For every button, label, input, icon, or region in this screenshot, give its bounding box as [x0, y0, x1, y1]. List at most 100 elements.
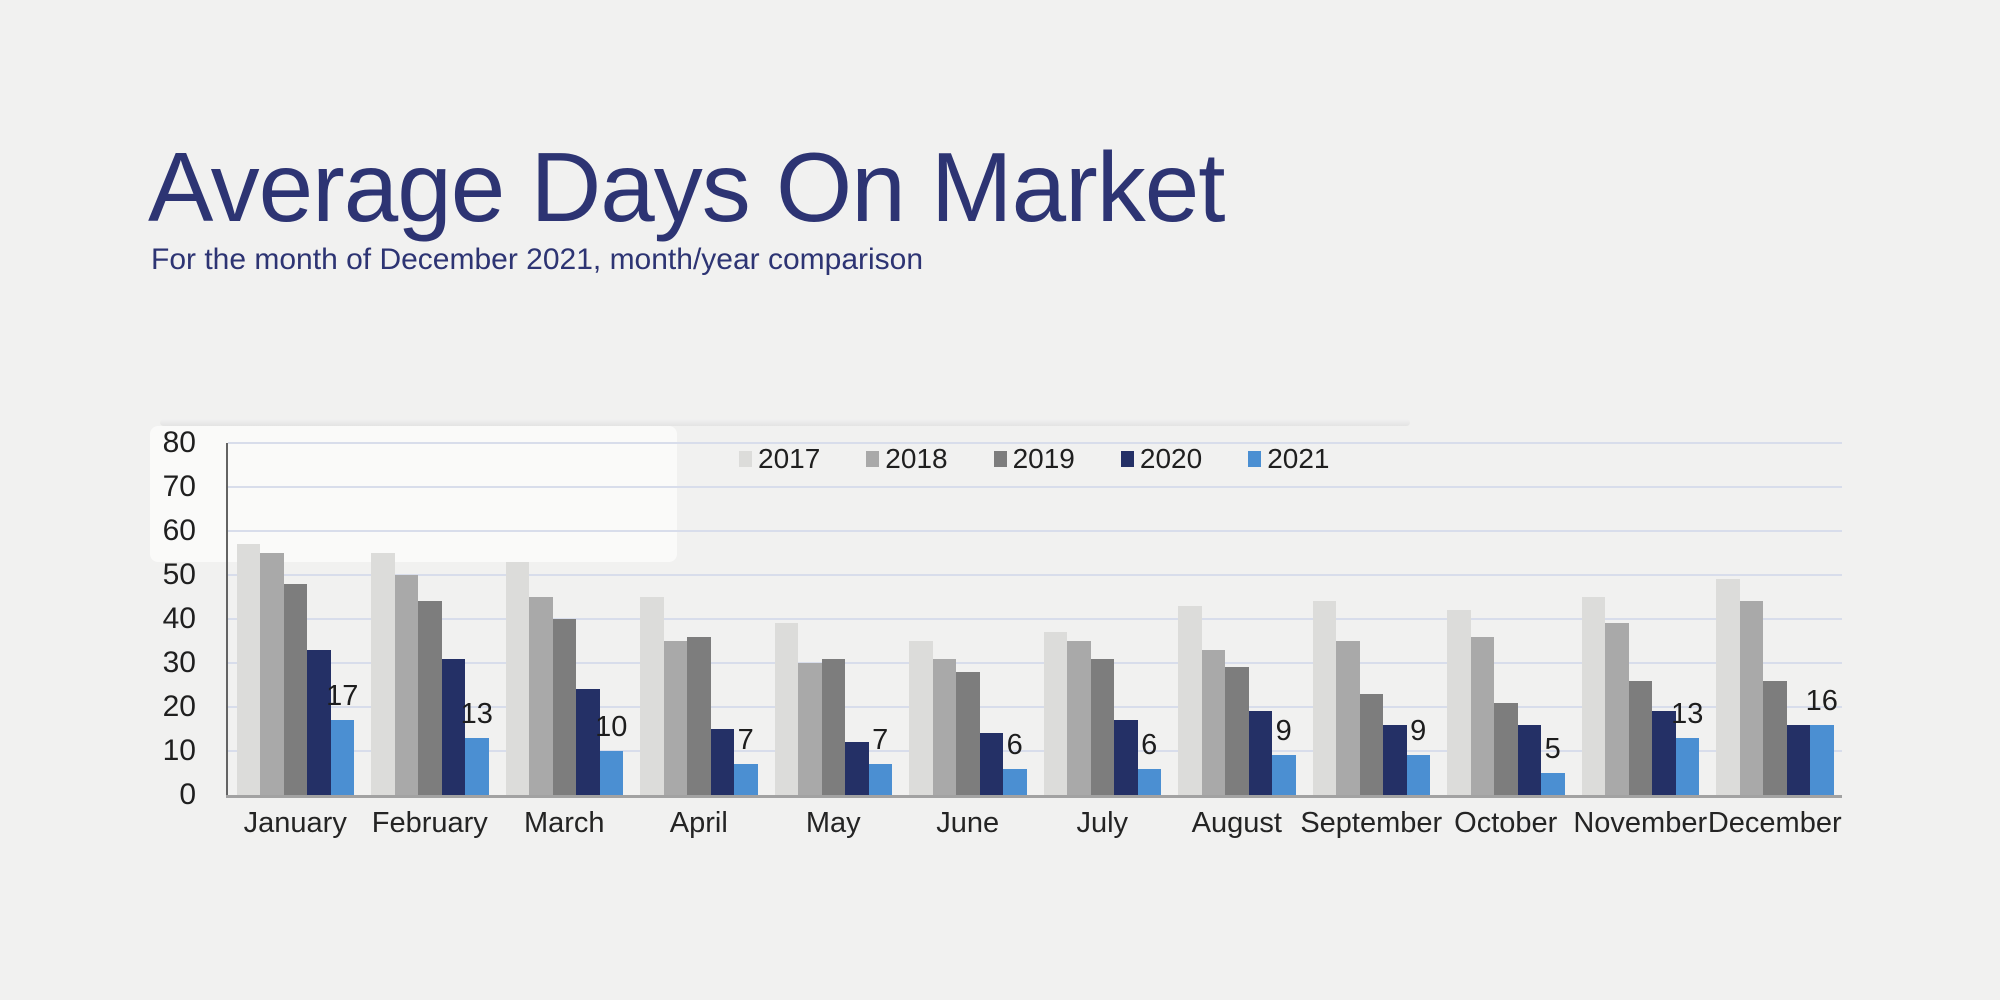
- bar-2018-february: [394, 575, 418, 795]
- y-tick-40: 40: [162, 602, 196, 635]
- bar-2017-june: [909, 641, 933, 795]
- cluster-november: 13: [1573, 443, 1708, 795]
- cluster-may: 7: [766, 443, 901, 795]
- bar-2020-july: [1114, 720, 1138, 795]
- legend-swatch-2020: [1120, 451, 1134, 467]
- legend-label-2017: 2017: [758, 443, 821, 474]
- value-label-2021-february: 13: [460, 697, 493, 730]
- y-tick-70: 70: [162, 470, 196, 503]
- cluster-april: 7: [632, 443, 767, 795]
- y-axis-line: [226, 443, 228, 797]
- legend: 2017 2018 2019 2020 2021: [739, 445, 1329, 473]
- y-tick-80: 80: [162, 426, 196, 459]
- bar-2017-july: [1043, 632, 1067, 795]
- bar-2019-january: [283, 583, 307, 795]
- bar-2018-november: [1605, 623, 1629, 795]
- bar-2017-december: [1716, 579, 1740, 795]
- x-label-june: June: [936, 807, 1000, 839]
- gridline-80: [228, 442, 1842, 444]
- y-tick-50: 50: [162, 558, 196, 591]
- gridline-30: [228, 662, 1842, 664]
- cluster-march: 10: [497, 443, 632, 795]
- x-axis-labels: January February March April May June July Augu…: [228, 806, 1842, 846]
- bar-2018-april: [663, 641, 687, 795]
- bar-2017-april: [640, 597, 664, 795]
- legend-label-2021: 2021: [1267, 443, 1330, 474]
- x-label-april: April: [669, 807, 728, 839]
- value-label-2021-october: 5: [1544, 733, 1561, 765]
- bar-2020-september: [1383, 724, 1407, 795]
- bar-2017-march: [505, 561, 529, 795]
- bar-2020-january: [307, 649, 331, 795]
- legend-item-2019: 2019: [993, 445, 1075, 473]
- value-label-2021-april: 7: [737, 724, 754, 757]
- bar-2019-february: [418, 601, 442, 795]
- bar-2021-august: [1272, 755, 1296, 795]
- bar-2021-may: [868, 764, 892, 795]
- bar-2019-august: [1225, 667, 1249, 795]
- gridline-40: [228, 618, 1842, 620]
- panel-shadow: [160, 419, 1410, 426]
- legend-swatch-2021: [1248, 451, 1262, 467]
- cluster-june: 6: [901, 443, 1036, 795]
- x-axis-line: [226, 795, 1842, 798]
- bar-2020-june: [979, 733, 1003, 795]
- bar-2017-august: [1178, 605, 1202, 795]
- bar-2021-september: [1406, 755, 1430, 795]
- legend-swatch-2017: [739, 451, 752, 467]
- bar-2017-november: [1581, 597, 1605, 795]
- bar-2021-july: [1137, 768, 1161, 795]
- bar-2018-september: [1336, 641, 1360, 795]
- gridline-10: [228, 750, 1842, 752]
- page-title: Average Days On Market: [148, 132, 1225, 242]
- value-label-2021-july: 6: [1141, 728, 1158, 761]
- bar-2017-february: [371, 553, 395, 795]
- legend-item-2018: 2018: [866, 443, 948, 474]
- bar-2021-june: [1003, 768, 1027, 795]
- bar-2018-june: [932, 658, 956, 795]
- bar-2021-january: [330, 720, 354, 795]
- value-label-2021-january: 17: [326, 680, 359, 713]
- value-label-2021-december: 16: [1805, 684, 1838, 717]
- bar-2017-may: [774, 623, 798, 795]
- legend-label-2018: 2018: [885, 443, 948, 474]
- x-label-february: February: [371, 807, 488, 839]
- gridline-60: [228, 530, 1842, 532]
- bar-2018-may: [798, 663, 822, 795]
- gridline-70: [228, 486, 1842, 488]
- cluster-october: 5: [1439, 443, 1574, 795]
- cluster-february: 13: [363, 443, 498, 795]
- x-label-september: September: [1300, 807, 1443, 839]
- bar-2020-august: [1248, 711, 1272, 795]
- bar-2018-january: [260, 553, 284, 795]
- cluster-september: 9: [1304, 443, 1439, 795]
- cluster-august: 9: [1170, 443, 1305, 795]
- bar-2019-november: [1628, 680, 1652, 795]
- legend-swatch-2018: [866, 451, 880, 467]
- bar-clusters: 17 13 10 7 7 6 6 9 9 5 13 16: [228, 443, 1842, 795]
- y-tick-30: 30: [162, 646, 196, 679]
- legend-label-2020: 2020: [1139, 443, 1203, 474]
- value-label-2021-september: 9: [1410, 715, 1427, 748]
- x-label-august: August: [1191, 807, 1282, 839]
- bar-2020-december: [1786, 724, 1810, 795]
- x-label-may: May: [805, 807, 861, 839]
- bar-2017-january: [236, 544, 260, 795]
- bar-2020-april: [710, 729, 734, 795]
- bar-2020-march: [576, 689, 600, 795]
- x-label-october: October: [1454, 807, 1558, 839]
- gridline-50: [228, 574, 1842, 576]
- panel-artifact: [150, 426, 677, 562]
- x-label-march: March: [523, 807, 605, 839]
- legend-item-2017: 2017: [739, 445, 820, 473]
- y-tick-10: 10: [162, 734, 196, 767]
- page-subtitle: For the month of December 2021, month/ye…: [151, 243, 924, 276]
- plot-area: 17 13 10 7 7 6 6 9 9 5 13 16: [226, 442, 1842, 798]
- y-tick-0: 0: [179, 778, 196, 811]
- bar-2019-october: [1494, 702, 1518, 795]
- bar-2021-march: [599, 751, 623, 795]
- bar-2021-november: [1675, 737, 1699, 795]
- bar-2018-august: [1201, 649, 1225, 795]
- bar-2017-october: [1447, 610, 1471, 795]
- value-label-2021-june: 6: [1006, 728, 1023, 761]
